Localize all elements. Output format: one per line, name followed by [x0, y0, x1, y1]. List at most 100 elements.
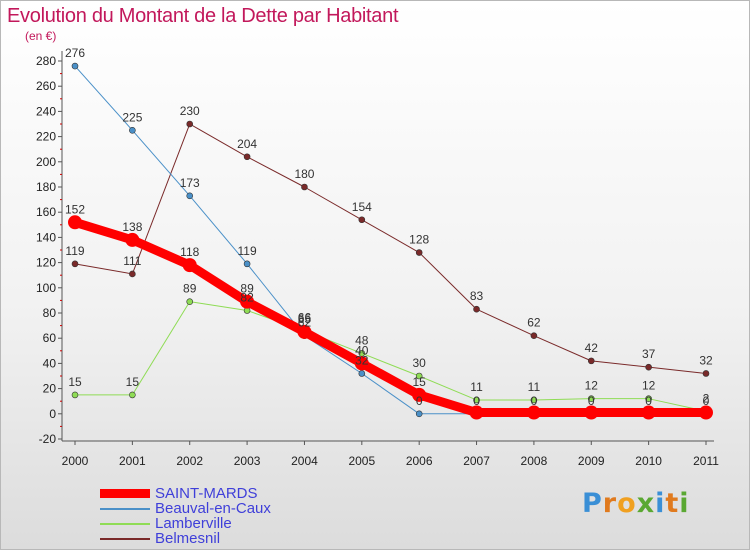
data-point [182, 258, 197, 273]
data-label: 154 [352, 200, 372, 214]
data-label: 32 [355, 353, 369, 367]
data-label: 0 [588, 394, 595, 408]
logo-letter: i [655, 488, 666, 519]
data-point [301, 183, 308, 191]
data-point [358, 370, 366, 377]
x-tick-label: 2001 [119, 454, 146, 468]
data-point [645, 363, 652, 371]
data-label: 11 [470, 380, 483, 394]
y-tick-label: 120 [36, 256, 56, 270]
y-tick-label: 40 [43, 356, 57, 370]
data-label: 89 [183, 282, 197, 296]
data-label: 15 [413, 375, 427, 389]
y-tick-label: 100 [36, 281, 56, 295]
x-tick-label: 2009 [578, 454, 605, 468]
legend-swatch [100, 523, 150, 525]
data-label: 65 [298, 312, 312, 326]
data-point [469, 405, 484, 420]
data-label: 62 [527, 316, 541, 330]
y-tick-label: 260 [36, 79, 56, 93]
data-point [354, 356, 369, 371]
data-point [243, 153, 251, 161]
y-tick-label: 20 [43, 382, 57, 396]
logo-letter: o [617, 488, 637, 519]
legend-label: Lamberville [155, 515, 232, 532]
y-tick-label: 160 [36, 205, 56, 219]
series-line [70, 217, 711, 418]
data-point [530, 396, 538, 404]
data-label: 119 [65, 244, 84, 258]
data-label: 83 [470, 289, 484, 303]
data-point [584, 405, 599, 420]
data-point [129, 127, 136, 134]
data-point [587, 357, 595, 365]
data-point [415, 372, 423, 380]
legend-swatch [100, 489, 150, 498]
data-label: 42 [585, 341, 599, 355]
series-line [74, 301, 707, 412]
x-tick-label: 2005 [348, 454, 375, 468]
x-tick-label: 2003 [234, 454, 261, 468]
logo-letter: x [636, 488, 656, 519]
data-point [125, 232, 140, 247]
x-tick-label: 2008 [521, 454, 548, 468]
legend-label: Beauval-en-Caux [155, 500, 271, 517]
data-label: 230 [180, 104, 200, 118]
data-point [645, 395, 652, 402]
series-line [74, 65, 707, 415]
x-tick-label: 2002 [176, 454, 203, 468]
y-tick-label: 80 [43, 306, 57, 320]
data-point [587, 395, 595, 402]
data-point [702, 370, 710, 377]
data-point [129, 270, 136, 278]
x-tick-label: 2004 [291, 454, 318, 468]
data-point [186, 120, 194, 128]
logo-letter: i [679, 488, 690, 519]
data-label: 225 [122, 110, 142, 124]
y-tick-label: 220 [36, 130, 56, 144]
y-tick-label: -20 [39, 432, 57, 446]
x-tick-label: 2010 [635, 454, 662, 468]
data-point [240, 294, 255, 309]
y-tick-label: 280 [36, 54, 56, 68]
data-label: 0 [473, 394, 480, 408]
data-label: 40 [355, 343, 369, 357]
series-lines [68, 62, 713, 420]
data-label: 11 [528, 380, 541, 394]
data-point [415, 249, 423, 256]
data-label: 82 [240, 290, 254, 304]
data-label: 173 [180, 176, 200, 190]
logo-letter: t [665, 488, 680, 519]
data-label: 180 [294, 167, 314, 181]
data-label: 48 [355, 333, 369, 347]
y-tick-label: 180 [36, 180, 56, 194]
data-label: 62 [298, 316, 312, 330]
legend-swatch [100, 538, 150, 540]
data-point [526, 405, 541, 420]
y-tick-label: 140 [36, 230, 56, 244]
x-tick-label: 2007 [463, 454, 490, 468]
y-tick-label: 200 [36, 155, 56, 169]
chart-title: Evolution du Montant de la Dette par Hab… [7, 5, 399, 27]
data-label: 138 [122, 220, 142, 234]
data-point [68, 215, 82, 230]
x-tick-label: 2000 [62, 454, 89, 468]
data-point [186, 192, 194, 200]
data-label: 119 [238, 244, 257, 258]
data-label: 0 [531, 394, 538, 408]
x-tick-label: 2011 [693, 454, 719, 468]
data-point [699, 405, 713, 420]
data-label: 37 [642, 347, 656, 361]
y-tick-label: 0 [49, 407, 56, 421]
logo-letter: r [602, 488, 618, 519]
data-point [71, 260, 79, 268]
series-line [74, 123, 707, 374]
data-label: 204 [237, 137, 257, 151]
proxiti-logo: Proxiti [582, 488, 690, 519]
data-label: 111 [123, 254, 142, 268]
axes: -200204060801001201401601802002202402602… [36, 51, 719, 468]
data-label: 276 [65, 46, 85, 60]
data-point [358, 350, 366, 357]
